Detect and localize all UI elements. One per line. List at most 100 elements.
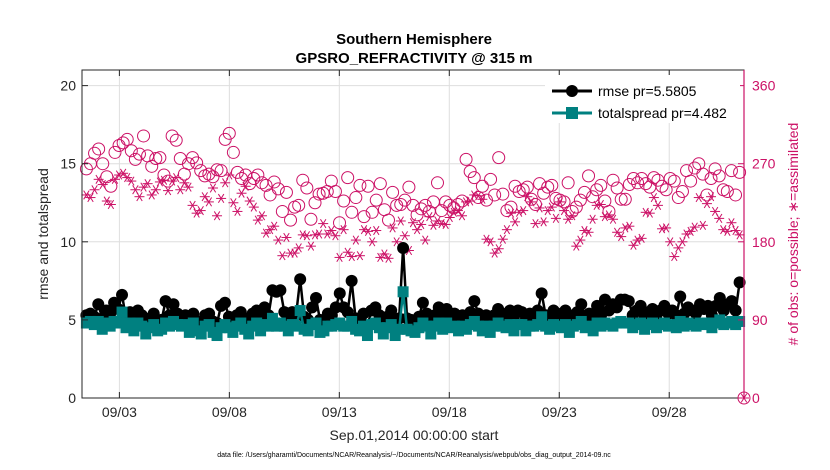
obs-assimilated-point [301,231,312,241]
obs-assimilated-point [510,217,521,227]
obs-assimilated-point [485,237,496,247]
obs-assimilated-point [554,197,565,207]
obs-possible-point [169,133,183,147]
rmse-point [397,242,410,255]
rmse-point [733,276,746,289]
obs-assimilated-point [661,223,672,233]
obs-assimilated-point [207,183,218,193]
spread-point [124,317,136,329]
spread-point [346,315,358,327]
spread-point [575,315,587,327]
obs-possible-point [488,188,502,202]
obs-assimilated-point [265,225,276,235]
obs-assimilated-point [383,253,394,263]
obs-zero-marker [737,391,751,405]
spread-point [508,325,520,337]
obs-possible-point [279,185,293,199]
spread-point [128,325,140,337]
obs-assimilated-point [105,199,116,210]
obs-possible-point [475,179,489,193]
obs-possible-point [712,169,726,183]
obs-assimilated-point [526,197,537,207]
obs-assimilated-point [363,226,374,237]
obs-possible-point [284,213,298,227]
obs-assimilated-point [538,217,549,227]
obs-possible-point [292,198,306,212]
obs-possible-point [353,178,367,192]
obs-possible-point [104,179,118,193]
spread-point [587,325,599,337]
obs-assimilated-point [85,192,96,203]
obs-possible-point [696,167,710,181]
obs-possible-point [663,171,677,185]
obs-assimilated-point [395,216,406,226]
obs-possible-point [610,181,624,195]
obs-possible-point [708,162,722,176]
obs-assimilated-point [505,208,516,218]
obs-possible-point [369,193,383,207]
rmse-point [274,284,287,297]
chart-title: Southern Hemisphere [336,31,492,48]
legend: rmse pr=5.5805 totalspread pr=4.482 [545,75,740,123]
obs-possible-point [484,172,498,186]
obs-possible-point [467,171,481,185]
obs-assimilated-point [220,178,231,188]
obs-possible-point [618,192,632,206]
rmse-point [333,287,346,300]
rmse-point [310,292,323,305]
rmse-point [218,296,231,309]
obs-possible-point [296,173,310,187]
obs-assimilated-point [146,190,157,200]
obs-assimilated-point [624,221,635,231]
spread-point [377,328,389,340]
spread-point [263,320,274,332]
obs-assimilated-point [163,185,174,196]
obs-assimilated-point [350,235,361,245]
obs-assimilated-point [652,200,663,210]
obs-possible-point [733,165,747,179]
x-tick-label: 09/13 [322,404,357,420]
spread-point [484,326,496,338]
obs-possible-point [153,151,167,165]
spread-point [156,323,168,335]
obs-assimilated-point [603,210,614,220]
obs-assimilated-point [318,218,329,229]
obs-possible-point [647,171,661,185]
obs-assimilated-point [179,178,190,188]
obs-assimilated-point [587,214,598,224]
obs-assimilated-point [122,172,133,183]
obs-possible-point [361,179,375,193]
rmse-point [729,304,742,317]
obs-assimilated-point [240,181,251,191]
obs-possible-point [516,183,530,197]
spread-point [385,319,397,331]
data-file-footnote: data file: /Users/gharamti/Documents/NCA… [217,452,611,459]
plot-area [82,70,744,398]
y-tick-label-left: 15 [60,156,76,172]
obs-possible-point [92,142,106,156]
y-tick-label-right: 270 [752,156,776,172]
obs-possible-point [333,216,347,230]
obs-assimilated-point [118,168,129,178]
x-tick-label: 09/08 [212,404,247,420]
legend-spread-label: totalspread pr=4.482 [598,105,727,121]
obs-assimilated-point [248,202,259,212]
obs-assimilated-point [387,223,398,233]
obs-assimilated-point [330,231,341,241]
obs-possible-point [586,190,600,204]
rmse-point [622,295,635,308]
spread-point [195,328,207,340]
spread-point [92,315,104,327]
obs-assimilated-point [289,248,300,258]
obs-possible-point [565,204,579,218]
spread-point [361,330,373,342]
obs-possible-point [373,177,387,191]
obs-assimilated-point [595,199,606,210]
obs-possible-point [275,204,289,218]
rmse-point [116,288,129,301]
obs-assimilated-point [722,226,733,237]
spread-point [266,312,278,324]
y-tick-label-left: 0 [68,390,76,406]
legend-rmse-label: rmse pr=5.5805 [598,83,697,99]
spread-point [211,330,223,342]
